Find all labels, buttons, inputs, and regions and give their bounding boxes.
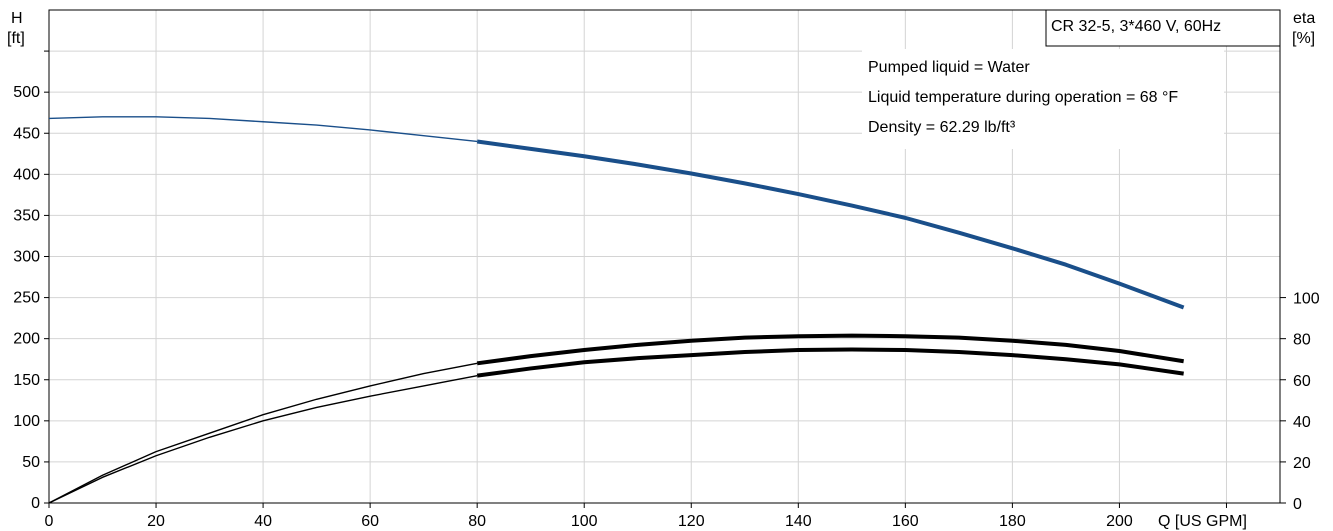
- series-1-line-operating: [476, 333, 1184, 366]
- y-left-tick-label: 300: [13, 249, 40, 266]
- y-left-tick-label: 350: [13, 207, 40, 224]
- series-1-line-thin: [48, 362, 478, 504]
- y-right-tick-label: 0: [1293, 496, 1302, 513]
- x-tick-label: 60: [361, 513, 379, 530]
- y-left-tick-label: 450: [13, 125, 40, 142]
- x-tick-label: 120: [678, 513, 705, 530]
- series-0-line-thin: [48, 116, 478, 143]
- chart-title: CR 32-5, 3*460 V, 60Hz: [1051, 18, 1221, 35]
- x-tick-label: 200: [1106, 513, 1133, 530]
- y-right-tick-label: 60: [1293, 373, 1311, 390]
- y-left-tick-label: 200: [13, 331, 40, 348]
- y-left-label-symbol: H: [11, 10, 23, 27]
- annotation-temperature: Liquid temperature during operation = 68…: [868, 89, 1178, 106]
- y-left-label-unit: [ft]: [7, 30, 25, 47]
- series-0-line-operating: [476, 139, 1185, 310]
- annotation-density: Density = 62.29 lb/ft³: [868, 119, 1016, 136]
- x-tick-label: 180: [999, 513, 1026, 530]
- x-axis-label: Q [US GPM]: [1158, 513, 1247, 530]
- x-tick-label: 100: [571, 513, 598, 530]
- y-right-tick-label: 80: [1293, 332, 1311, 349]
- y-right-label-unit: [%]: [1292, 30, 1315, 47]
- y-left-tick-label: 100: [13, 413, 40, 430]
- y-right-tick-label: 100: [1293, 291, 1320, 308]
- y-left-tick-label: 250: [13, 290, 40, 307]
- annotation-backdrop: [862, 49, 1224, 149]
- annotation-liquid: Pumped liquid = Water: [868, 59, 1030, 76]
- x-tick-label: 20: [147, 513, 165, 530]
- y-left-tick-label: 400: [13, 166, 40, 183]
- x-tick-label: 160: [892, 513, 919, 530]
- y-left-tick-label: 150: [13, 372, 40, 389]
- y-right-label-symbol: eta: [1293, 10, 1315, 27]
- series-group: [48, 116, 1185, 504]
- x-tick-label: 140: [785, 513, 812, 530]
- y-left-tick-label: 500: [13, 84, 40, 101]
- x-tick-label: 80: [468, 513, 486, 530]
- series-2-line-thin: [48, 374, 478, 504]
- x-tick-label: 0: [45, 513, 54, 530]
- tick-labels: 0 20 40 60 80 100 120 140 160 180 2000501001502002…: [13, 50, 1320, 530]
- y-left-tick-label: 50: [22, 454, 40, 471]
- y-left-tick-label: 0: [31, 495, 40, 512]
- y-right-tick-label: 20: [1293, 455, 1311, 472]
- x-tick-label: 40: [254, 513, 272, 530]
- series-2-line-operating: [476, 347, 1184, 378]
- y-right-tick-label: 40: [1293, 414, 1311, 431]
- title-box: [1045, 9, 1281, 47]
